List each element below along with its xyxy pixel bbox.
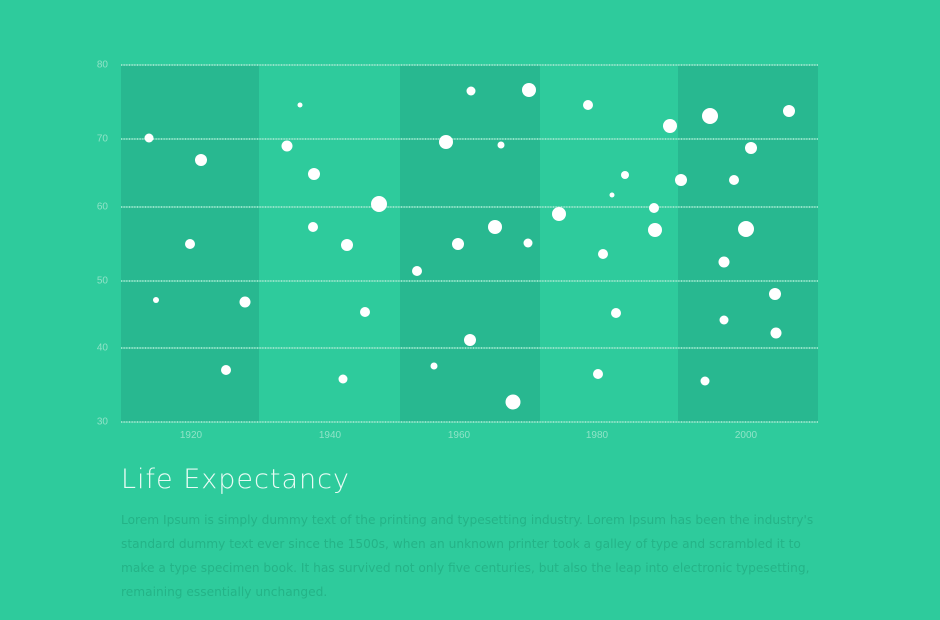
y-tick-label: 70 <box>96 133 108 145</box>
data-point <box>297 102 303 108</box>
data-point <box>718 256 730 268</box>
data-point <box>338 374 348 384</box>
data-point <box>593 369 603 379</box>
data-point <box>308 222 318 232</box>
data-point <box>783 105 795 117</box>
data-point <box>360 307 370 317</box>
data-point <box>497 141 505 149</box>
data-point <box>488 220 502 234</box>
data-point <box>523 238 533 248</box>
data-point <box>505 394 521 410</box>
y-tick-label: 60 <box>96 201 108 213</box>
scatter-chart: 80 70 60 50 40 30 1920 1940 1960 1980 2000 <box>96 59 818 441</box>
data-point <box>412 266 422 276</box>
data-point <box>185 239 195 249</box>
data-point <box>144 133 154 143</box>
data-point <box>745 142 757 154</box>
data-point <box>770 327 782 339</box>
data-point <box>702 108 718 124</box>
data-point <box>609 192 615 198</box>
data-point <box>464 334 476 346</box>
data-point <box>649 203 659 213</box>
data-point <box>648 223 662 237</box>
chart-title: Life Expectancy <box>121 464 350 495</box>
data-point <box>195 154 207 166</box>
data-point <box>611 308 621 318</box>
data-point <box>341 239 353 251</box>
data-point <box>466 86 476 96</box>
data-point <box>769 288 781 300</box>
x-tick-label: 1920 <box>179 430 203 441</box>
data-point <box>522 83 536 97</box>
y-tick-label: 30 <box>96 416 108 428</box>
data-point <box>621 171 629 179</box>
x-tick-label: 1940 <box>318 430 342 441</box>
data-point <box>452 238 464 250</box>
data-point <box>221 365 231 375</box>
y-tick-label: 50 <box>96 275 108 287</box>
chart-band <box>678 65 818 422</box>
x-tick-label: 1980 <box>585 430 609 441</box>
data-point <box>700 376 710 386</box>
data-point <box>439 135 453 149</box>
x-tick-label: 2000 <box>734 430 758 441</box>
data-point <box>663 119 677 133</box>
chart-description: Lorem Ipsum is simply dummy text of the … <box>121 513 814 599</box>
data-point <box>729 175 739 185</box>
data-point <box>583 100 593 110</box>
data-point <box>719 315 729 325</box>
data-point <box>153 297 159 303</box>
data-point <box>239 296 251 308</box>
x-tick-label: 1960 <box>447 430 471 441</box>
data-point <box>430 362 438 370</box>
data-point <box>738 221 754 237</box>
data-point <box>675 174 687 186</box>
y-tick-label: 80 <box>96 59 108 71</box>
data-point <box>371 196 387 212</box>
data-point <box>308 168 320 180</box>
data-point <box>281 140 293 152</box>
chart-band <box>400 65 540 422</box>
data-point <box>598 249 608 259</box>
data-point <box>552 207 566 221</box>
plot-area <box>121 64 818 423</box>
y-tick-label: 40 <box>96 342 108 354</box>
